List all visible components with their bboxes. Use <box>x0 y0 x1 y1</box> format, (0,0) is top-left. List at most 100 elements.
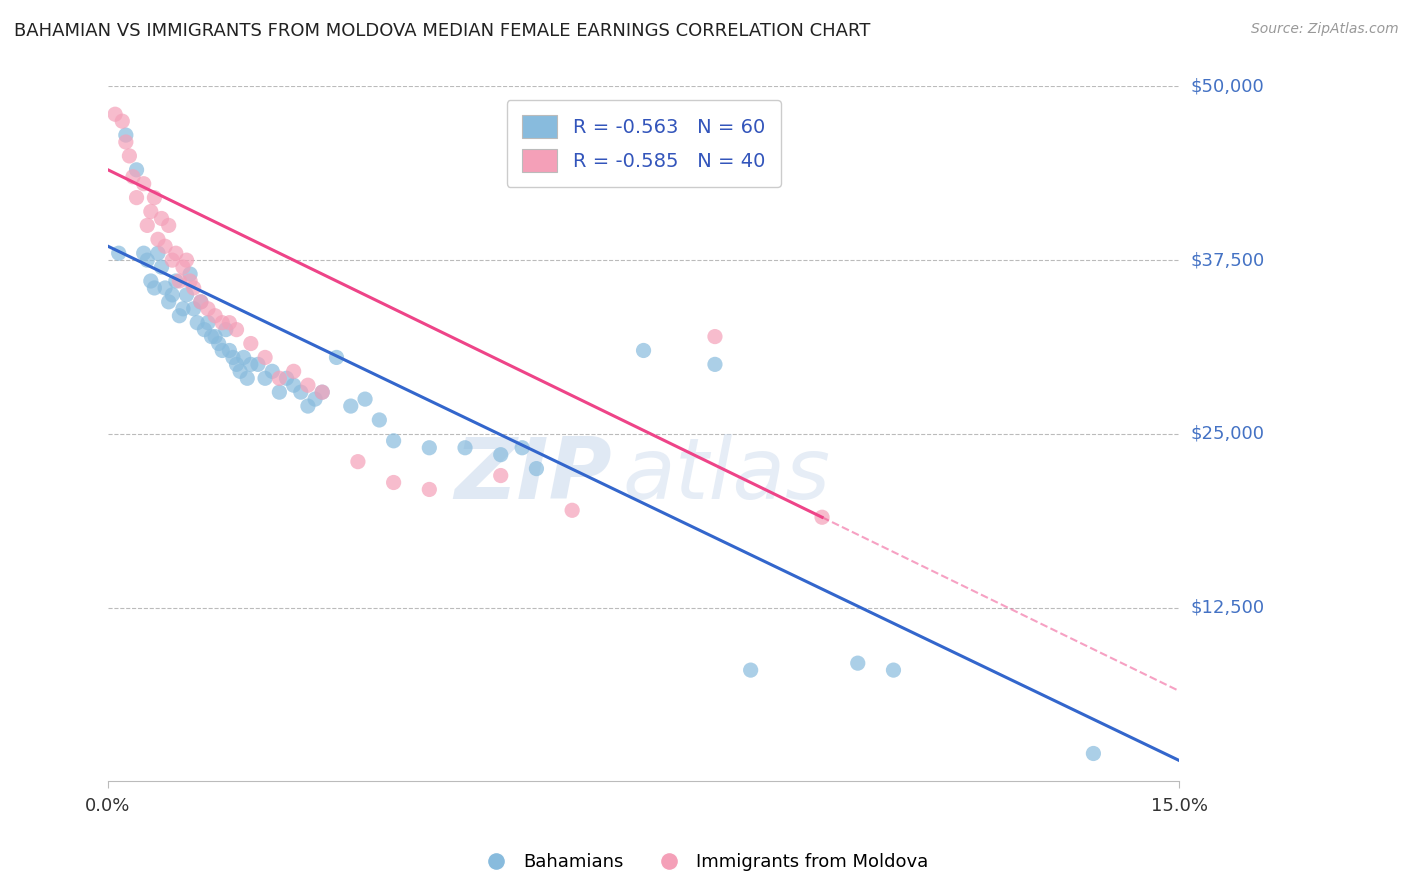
Point <box>165 274 187 288</box>
Point <box>254 351 277 365</box>
Point <box>325 351 347 365</box>
Point <box>297 399 319 413</box>
Point <box>150 211 173 226</box>
Point <box>150 260 173 274</box>
Point <box>846 656 869 670</box>
Point <box>211 316 233 330</box>
Point <box>246 357 269 371</box>
Point <box>229 364 252 378</box>
Point <box>115 135 138 149</box>
Text: atlas: atlas <box>621 434 830 517</box>
Point <box>169 274 191 288</box>
Point <box>111 114 134 128</box>
Text: ZIP: ZIP <box>454 434 612 517</box>
Point <box>222 351 245 365</box>
Point <box>153 239 176 253</box>
Point <box>232 351 254 365</box>
Point <box>489 448 512 462</box>
Point <box>183 301 205 316</box>
Point <box>418 483 440 497</box>
Point <box>162 288 184 302</box>
Point <box>186 316 208 330</box>
Point <box>165 246 187 260</box>
Point <box>311 385 333 400</box>
Point <box>179 274 201 288</box>
Text: $37,500: $37,500 <box>1191 252 1264 269</box>
Text: $12,500: $12,500 <box>1191 599 1264 616</box>
Point <box>162 253 184 268</box>
Point <box>526 461 548 475</box>
Point <box>262 364 284 378</box>
Point <box>179 267 201 281</box>
Point <box>368 413 391 427</box>
Point <box>236 371 259 385</box>
Point <box>297 378 319 392</box>
Text: $25,000: $25,000 <box>1191 425 1264 442</box>
Point <box>633 343 655 358</box>
Point <box>382 475 405 490</box>
Point <box>143 191 166 205</box>
Point <box>197 316 219 330</box>
Point <box>146 246 169 260</box>
Point <box>197 301 219 316</box>
Point <box>204 309 226 323</box>
Point <box>561 503 583 517</box>
Point <box>169 309 191 323</box>
Point <box>269 385 291 400</box>
Point <box>125 162 148 177</box>
Point <box>157 294 180 309</box>
Point <box>740 663 762 677</box>
Point <box>190 294 212 309</box>
Point <box>176 253 198 268</box>
Point <box>418 441 440 455</box>
Point <box>283 378 305 392</box>
Point <box>118 149 141 163</box>
Point <box>225 323 247 337</box>
Point <box>304 392 326 406</box>
Text: Source: ZipAtlas.com: Source: ZipAtlas.com <box>1251 22 1399 37</box>
Point <box>218 316 240 330</box>
Text: BAHAMIAN VS IMMIGRANTS FROM MOLDOVA MEDIAN FEMALE EARNINGS CORRELATION CHART: BAHAMIAN VS IMMIGRANTS FROM MOLDOVA MEDI… <box>14 22 870 40</box>
Point <box>146 232 169 246</box>
Point <box>283 364 305 378</box>
Point <box>276 371 298 385</box>
Point <box>190 294 212 309</box>
Point <box>172 301 194 316</box>
Point <box>200 329 222 343</box>
Point <box>339 399 361 413</box>
Point <box>107 246 129 260</box>
Point <box>104 107 127 121</box>
Legend: R = -0.563   N = 60, R = -0.585   N = 40: R = -0.563 N = 60, R = -0.585 N = 40 <box>506 100 780 187</box>
Point <box>122 169 145 184</box>
Point <box>139 274 162 288</box>
Point <box>239 357 262 371</box>
Legend: Bahamians, Immigrants from Moldova: Bahamians, Immigrants from Moldova <box>471 847 935 879</box>
Point <box>136 253 159 268</box>
Point <box>211 343 233 358</box>
Point <box>193 323 215 337</box>
Point <box>153 281 176 295</box>
Point <box>454 441 477 455</box>
Point <box>489 468 512 483</box>
Point <box>218 343 240 358</box>
Point <box>157 219 180 233</box>
Point <box>183 281 205 295</box>
Point <box>132 246 155 260</box>
Point <box>510 441 533 455</box>
Point <box>311 385 333 400</box>
Point <box>132 177 155 191</box>
Point <box>811 510 834 524</box>
Point <box>254 371 277 385</box>
Point <box>143 281 166 295</box>
Point <box>290 385 312 400</box>
Text: $50,000: $50,000 <box>1191 78 1264 95</box>
Point <box>347 455 370 469</box>
Point <box>354 392 377 406</box>
Point <box>239 336 262 351</box>
Point <box>1083 747 1105 761</box>
Point <box>215 323 238 337</box>
Point <box>703 329 725 343</box>
Point <box>208 336 231 351</box>
Point <box>204 329 226 343</box>
Point <box>382 434 405 448</box>
